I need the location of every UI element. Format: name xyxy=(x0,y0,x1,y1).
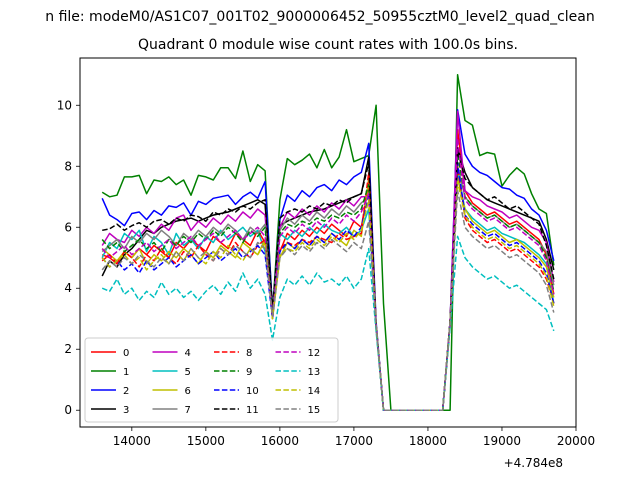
legend-label-10: 10 xyxy=(246,386,259,397)
legend-label-6: 6 xyxy=(185,386,191,397)
x-tick-label: 19000 xyxy=(483,434,521,448)
axes: 14000 15000 16000 17000 18000 19000 20000 0 2 4 6 8… xyxy=(57,98,595,448)
x-tick-label: 15000 xyxy=(187,434,225,448)
series-line-13 xyxy=(101,235,555,411)
y-tick-label: 6 xyxy=(64,220,72,234)
series-line-5 xyxy=(101,171,555,411)
series-line-2 xyxy=(101,109,555,411)
series-line-12 xyxy=(101,138,555,411)
series-line-15 xyxy=(101,189,555,411)
y-tick-label: 2 xyxy=(64,342,72,356)
x-tick-label: 16000 xyxy=(261,434,299,448)
legend-label-2: 2 xyxy=(123,386,129,397)
x-offset-label: +4.784e8 xyxy=(504,456,563,470)
legend-label-7: 7 xyxy=(185,405,191,416)
legend-label-11: 11 xyxy=(246,405,259,416)
legend-label-4: 4 xyxy=(185,348,191,359)
legend-label-5: 5 xyxy=(185,367,191,378)
figure-suptitle: n file: modeM0/AS1C07_001T02_9000006452_… xyxy=(45,9,594,25)
legend-label-9: 9 xyxy=(246,367,252,378)
series-lines xyxy=(101,74,555,411)
x-tick-label: 17000 xyxy=(335,434,373,448)
legend-label-14: 14 xyxy=(308,386,321,397)
series-line-1 xyxy=(101,74,555,411)
legend-box xyxy=(84,337,339,423)
series-line-10 xyxy=(101,162,555,411)
legend-label-3: 3 xyxy=(123,405,129,416)
legend-label-1: 1 xyxy=(123,367,129,378)
series-line-4 xyxy=(101,110,555,411)
series-line-11 xyxy=(102,150,555,411)
chart-title: Quadrant 0 module wise count rates with … xyxy=(138,37,518,53)
x-tick-label: 14000 xyxy=(113,434,151,448)
legend-label-12: 12 xyxy=(308,348,321,359)
legend-label-0: 0 xyxy=(123,348,129,359)
series-line-8 xyxy=(101,165,555,411)
plot-frame xyxy=(79,57,577,428)
y-tick-label: 10 xyxy=(57,98,72,112)
legend-label-8: 8 xyxy=(246,348,252,359)
y-tick-label: 8 xyxy=(64,159,72,173)
legend-label-13: 13 xyxy=(308,367,321,378)
x-tick-label: 20000 xyxy=(557,434,595,448)
y-tick-label: 4 xyxy=(64,281,72,295)
y-tick-label: 0 xyxy=(64,403,72,417)
x-tick-label: 18000 xyxy=(409,434,447,448)
series-line-9 xyxy=(101,153,555,411)
legend-label-15: 15 xyxy=(308,405,321,416)
